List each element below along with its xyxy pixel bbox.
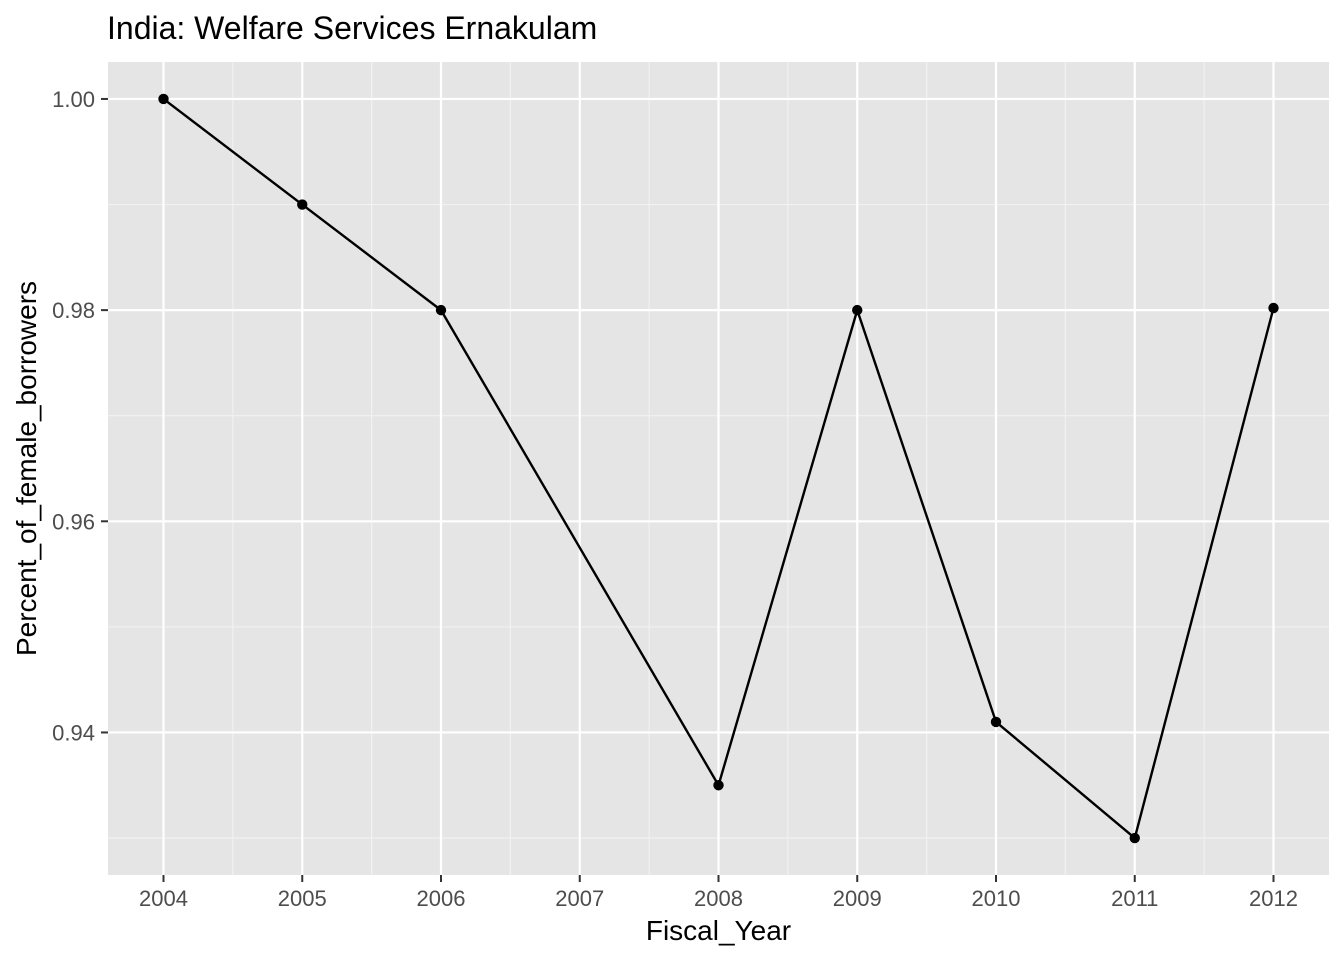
data-point-2011 [1129,832,1140,844]
series-layer [162,97,1275,840]
data-point-2005 [297,199,308,210]
data-point-2006 [435,304,447,316]
data-point-2004 [158,93,169,105]
x-tick-label: 2004 [139,886,188,911]
x-tick-label: 2010 [972,886,1021,911]
y-tick-label: 0.96 [52,509,95,534]
data-point-2010 [990,716,1002,728]
x-tick-label: 2005 [278,886,327,911]
x-tick-label: 2008 [694,886,743,911]
data-point-2012 [1268,302,1279,314]
major-gridlines [108,62,1329,875]
data-point-2009 [852,304,863,316]
x-tick-label: 2007 [555,886,604,911]
chart-title: India: Welfare Services Ernakulam [107,10,597,46]
x-tick-label: 2006 [417,886,466,911]
y-axis: 0.94 0.96 0.98 1.00 [52,87,108,745]
data-point-2008 [713,780,724,791]
x-tick-label: 2009 [833,886,882,911]
x-axis-title: Fiscal_Year [646,915,791,946]
x-axis: 2004 2005 2006 2007 2008 2009 2010 2011 2012 [139,875,1298,911]
y-axis-title: Percent_of_female_borrowers [11,281,42,656]
series-line [162,97,1275,840]
points-layer [158,93,1279,844]
y-tick-label: 1.00 [52,87,95,112]
x-tick-label: 2012 [1249,886,1298,911]
x-tick-label: 2011 [1111,886,1158,911]
y-tick-label: 0.94 [52,720,95,745]
y-tick-label: 0.98 [52,298,95,323]
